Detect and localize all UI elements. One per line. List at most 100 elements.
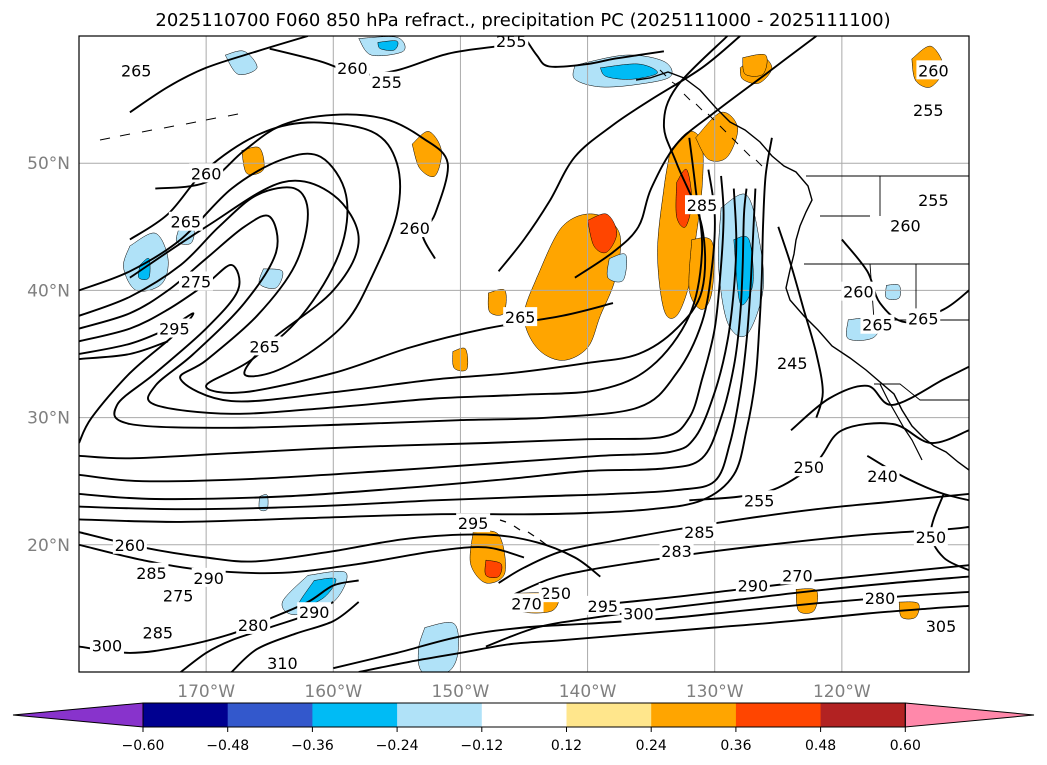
contour-label-bg-31	[735, 575, 770, 595]
contour-280-20	[230, 601, 360, 672]
contour-label-16: 265	[862, 316, 893, 335]
contour-label-bg-27	[659, 541, 694, 561]
contour-280-13	[79, 188, 748, 501]
colorbar-tick-3: −0.24	[376, 738, 419, 754]
contour-label-28: 285	[136, 564, 167, 583]
contour-label-bg-19	[775, 352, 810, 372]
colorbar-tick-2: −0.36	[291, 738, 334, 754]
contour-295-23	[485, 575, 969, 648]
precip-area-32	[297, 577, 337, 609]
contour-label-bg-4	[916, 60, 951, 80]
lon-tick-3: 140°W	[559, 682, 617, 702]
contour-label-bg-39	[236, 614, 271, 634]
contour-label-42: 300	[92, 636, 123, 655]
contour-label-43: 310	[267, 654, 298, 673]
colorbar-segment-5	[566, 703, 652, 727]
contour-250-28	[790, 365, 969, 432]
precip-area-28	[733, 235, 754, 306]
contour-285-12	[79, 188, 738, 483]
colorbar-extend-high	[904, 702, 1035, 728]
precip-area-34	[258, 494, 269, 512]
contour-label-34: 270	[511, 594, 542, 613]
latitude-axis: 50°N 40°N 30°N 20°N	[27, 154, 70, 556]
contour-label-bg-32	[161, 585, 196, 605]
contour-285-8	[79, 169, 716, 429]
contour-label-17: 265	[908, 309, 939, 328]
precip-area-1	[587, 213, 618, 254]
contour-label-bg-38	[621, 603, 656, 623]
contour-label-31: 290	[738, 577, 769, 596]
map-frame	[78, 35, 970, 673]
precip-area-17	[742, 54, 768, 77]
contour-label-bg-7	[168, 211, 203, 231]
contour-label-13: 295	[159, 320, 190, 339]
contour-295-21	[358, 604, 969, 672]
precip-area-19	[599, 63, 658, 80]
contour-label-bg-5	[911, 99, 946, 119]
contour-label-1: 260	[337, 59, 368, 78]
contour-label-bg-36	[863, 588, 897, 608]
contour-label-24: 285	[684, 523, 715, 542]
longitude-axis: 170°W 160°W 150°W 140°W 130°W 120°W	[177, 682, 871, 702]
contour-label-41: 305	[926, 617, 957, 636]
contour-label-40: 285	[143, 624, 174, 643]
lon-tick-1: 160°W	[304, 682, 362, 702]
precip-area-4	[695, 111, 738, 162]
contour-295-17	[79, 543, 525, 575]
contour-label-9: 285	[687, 196, 718, 215]
colorbar-tick-5: 0.12	[551, 738, 582, 754]
contour-label-bg-15	[503, 307, 538, 327]
colorbar-tick-4: −0.12	[460, 738, 503, 754]
contour-label-bg-21	[865, 466, 900, 486]
contour-label-35: 295	[588, 597, 619, 616]
colorbar-tick-8: 0.48	[805, 738, 836, 754]
contour-label-20: 250	[794, 458, 825, 477]
contour-label-bg-9	[685, 195, 719, 215]
colorbar-segment-7	[735, 703, 822, 727]
contour-label-23: 295	[458, 514, 489, 533]
colorbar-segment-2	[312, 703, 398, 727]
lat-tick-1: 40°N	[27, 281, 70, 301]
map-background	[79, 36, 969, 672]
contour-270-15	[79, 137, 773, 523]
contour-label-bg-29	[191, 567, 226, 587]
colorbar-tick-6: 0.24	[636, 738, 667, 754]
contour-280-7	[79, 137, 704, 415]
contour-label-bg-28	[134, 562, 169, 582]
contour-290-11	[79, 175, 725, 460]
contour-label-bg-34	[509, 593, 544, 613]
contour-layer	[79, 36, 969, 672]
contour-label-bg-10	[916, 190, 951, 210]
contour-label-22: 255	[744, 491, 775, 510]
contour-label-bg-30	[780, 565, 815, 585]
colorbar: −0.60 −0.48 −0.36 −0.24 −0.12 0.12 0.24 0.36 0.4…	[12, 702, 1035, 754]
contour-260-29	[574, 36, 817, 279]
contour-label-8: 260	[399, 219, 430, 238]
precip-area-35	[885, 284, 901, 300]
contour-255-0	[523, 36, 665, 68]
hawaiian-islands	[499, 519, 549, 547]
contour-label-bg-18	[247, 336, 282, 356]
contour-label-bg-6	[189, 163, 224, 183]
contour-275-14	[79, 188, 757, 511]
contour-label-32: 275	[163, 587, 194, 606]
contour-label-12: 275	[181, 272, 212, 291]
lon-tick-0: 170°W	[177, 682, 235, 702]
lon-tick-5: 120°W	[813, 682, 871, 702]
contour-280-26	[498, 492, 969, 584]
contour-label-4: 260	[918, 61, 949, 80]
contour-label-bg-40	[140, 622, 175, 642]
grid-layer	[79, 36, 969, 672]
lon-tick-4: 130°W	[686, 682, 744, 702]
contour-label-25: 250	[916, 528, 947, 547]
colorbar-segment-1	[227, 703, 313, 727]
contour-label-bg-1	[335, 57, 370, 77]
contour-label-bg-25	[913, 527, 948, 547]
contour-label-0: 255	[496, 32, 527, 51]
precip-area-8	[241, 146, 265, 175]
state-borders	[804, 175, 969, 401]
contour-label-bg-23	[456, 513, 491, 533]
aleutian-islands	[99, 113, 239, 141]
